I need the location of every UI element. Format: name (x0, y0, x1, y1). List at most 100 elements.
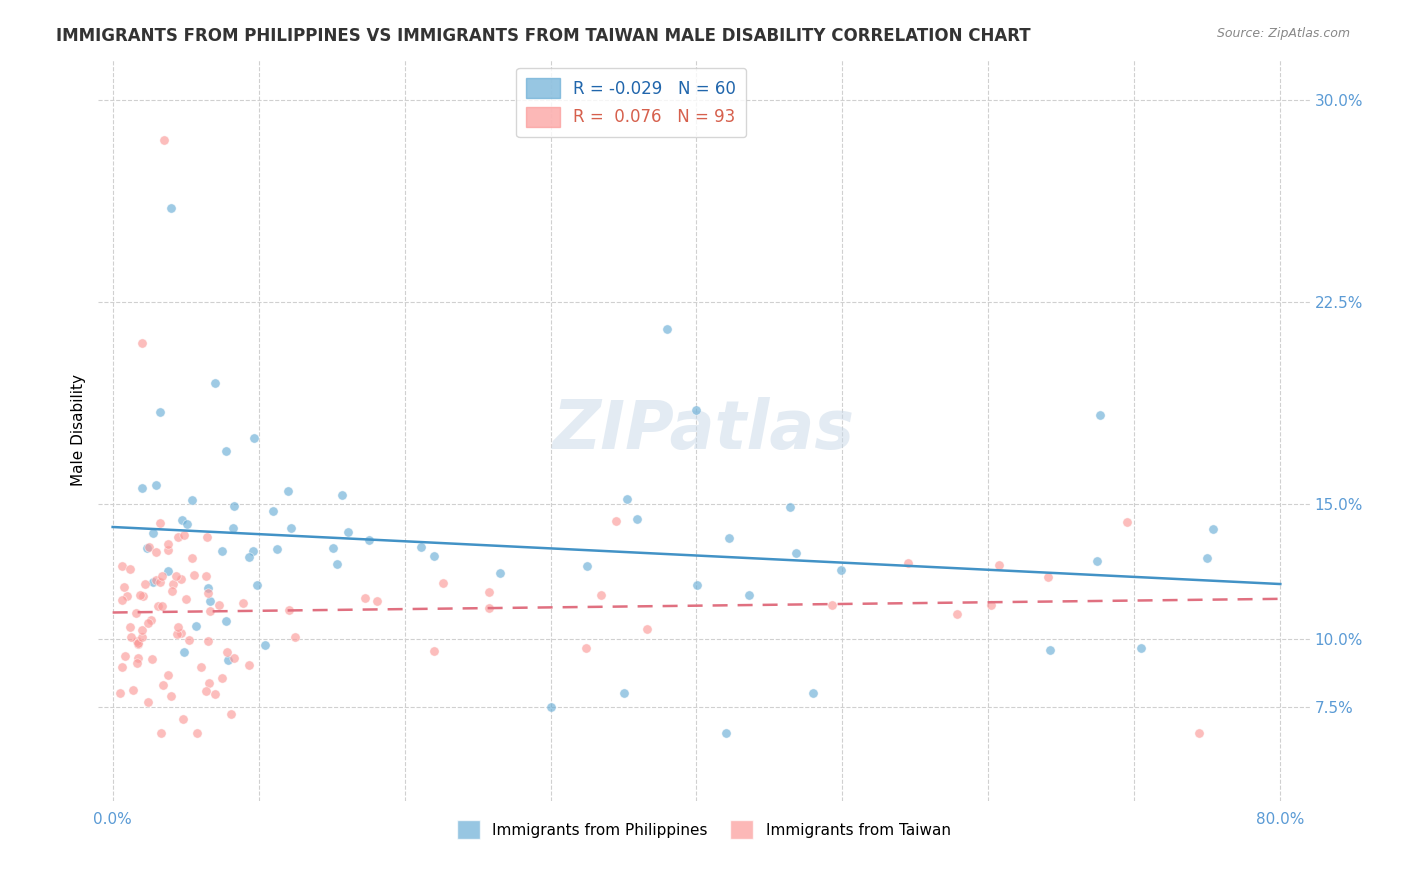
Text: 80.0%: 80.0% (1256, 812, 1305, 827)
Point (605, 514, 627, 528)
Point (160, 201, 183, 215)
Text: IMMIGRANTS FROM PHILIPPINES VS IMMIGRANTS FROM TAIWAN MALE DISABILITY CORRELATIO: IMMIGRANTS FROM PHILIPPINES VS IMMIGRANT… (56, 27, 1031, 45)
Point (134, 576, 156, 591)
Point (1188, 726, 1211, 740)
Point (211, 672, 233, 686)
Point (1038, 570, 1060, 584)
Point (156, 667, 179, 681)
Text: Source: ZipAtlas.com: Source: ZipAtlas.com (1216, 27, 1350, 40)
Point (176, 516, 198, 531)
Point (148, 599, 170, 614)
Point (183, 568, 205, 582)
Point (432, 575, 454, 590)
Point (215, 443, 238, 458)
Point (197, 581, 219, 595)
Legend: Immigrants from Philippines, Immigrants from Taiwan: Immigrants from Philippines, Immigrants … (451, 814, 956, 845)
Point (243, 431, 266, 445)
Point (1088, 408, 1111, 422)
Point (145, 478, 167, 492)
Point (242, 544, 264, 558)
Point (156, 564, 179, 578)
Point (1129, 640, 1152, 655)
Point (170, 625, 193, 640)
Point (232, 595, 254, 609)
Point (172, 513, 194, 527)
Point (262, 504, 284, 518)
Point (575, 559, 598, 574)
Point (131, 631, 153, 645)
Point (685, 403, 707, 417)
Point (422, 549, 444, 564)
Point (626, 512, 648, 526)
Point (176, 591, 198, 606)
Point (190, 659, 212, 673)
Point (575, 641, 598, 656)
Point (141, 652, 163, 666)
Point (118, 620, 141, 634)
Point (120, 562, 142, 576)
Point (219, 706, 242, 721)
Point (127, 636, 149, 650)
Point (636, 623, 658, 637)
Point (738, 588, 761, 602)
Point (1197, 551, 1219, 566)
Point (478, 585, 501, 599)
Point (150, 599, 173, 614)
Point (686, 577, 709, 591)
Point (152, 133, 174, 147)
Point (125, 606, 148, 620)
Point (277, 602, 299, 616)
Point (422, 644, 444, 658)
Point (616, 491, 638, 506)
Point (197, 585, 219, 599)
Point (111, 660, 134, 674)
Point (150, 568, 173, 582)
Point (128, 637, 150, 651)
Point (142, 526, 165, 541)
Point (139, 613, 162, 627)
Point (142, 575, 165, 590)
Point (108, 686, 131, 700)
Point (132, 589, 155, 603)
Point (987, 558, 1010, 573)
Point (127, 651, 149, 665)
Point (121, 682, 143, 697)
Point (280, 520, 302, 534)
Point (222, 651, 245, 665)
Point (157, 542, 180, 557)
Point (657, 322, 679, 336)
Point (198, 604, 221, 618)
Point (477, 601, 499, 615)
Point (156, 537, 179, 551)
Point (120, 630, 142, 644)
Point (112, 580, 135, 594)
Point (779, 500, 801, 514)
Point (131, 335, 153, 350)
Text: ZIPatlas: ZIPatlas (553, 397, 855, 463)
Point (167, 620, 190, 634)
Point (152, 678, 174, 692)
Point (162, 576, 184, 591)
Point (136, 616, 159, 631)
Text: 0.0%: 0.0% (93, 812, 132, 827)
Point (717, 532, 740, 546)
Point (1116, 516, 1139, 530)
Point (980, 598, 1002, 612)
Point (801, 686, 824, 700)
Point (238, 658, 260, 673)
Point (195, 530, 218, 544)
Point (589, 588, 612, 602)
Point (166, 569, 188, 583)
Point (540, 699, 562, 714)
Point (111, 558, 134, 573)
Point (180, 550, 202, 565)
Point (173, 528, 195, 542)
Point (149, 405, 172, 419)
Point (127, 656, 149, 670)
Point (127, 634, 149, 648)
Point (148, 516, 170, 530)
Point (253, 638, 276, 652)
Point (366, 594, 388, 608)
Point (330, 488, 353, 502)
Point (136, 541, 159, 556)
